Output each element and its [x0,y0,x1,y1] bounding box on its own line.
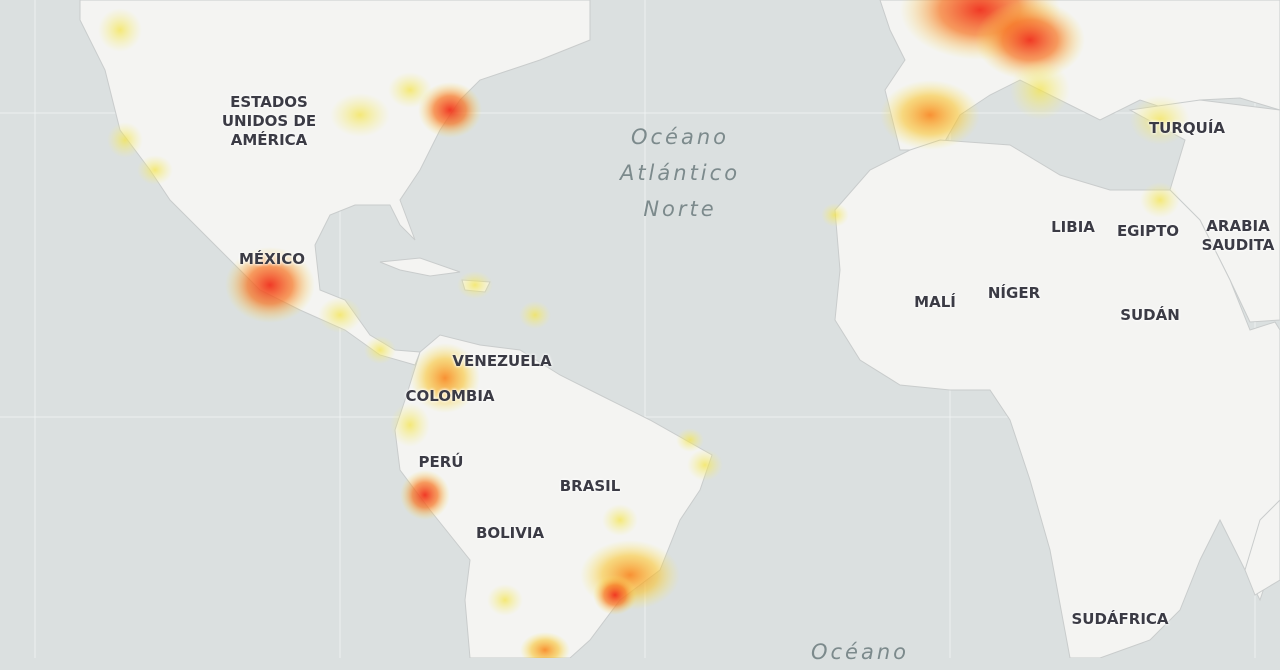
label-libia: LIBIA [1051,218,1095,236]
label-turquia: TURQUÍA [1148,119,1226,137]
heat-spot [318,297,362,333]
label-usa-line3: AMÉRICA [230,131,308,149]
ocean-line1: Océano [630,125,730,149]
heat-spot [821,203,849,227]
madagascar [1244,499,1280,596]
heat-spot [519,301,551,329]
heat-spot [975,0,1085,80]
ocean-line2: Atlántico [619,161,741,185]
heat-spot [390,403,430,447]
heat-spot [330,93,390,137]
label-mali: MALÍ [914,293,956,311]
heat-spot [98,8,142,52]
heat-spot [520,632,570,658]
heat-spot [364,336,396,364]
label-usa: ESTADOS UNIDOS DE AMÉRICA [222,93,316,150]
africa [834,139,1280,658]
heat-spot [676,428,704,452]
label-usa-line1: ESTADOS [230,93,308,111]
label-venezuela: VENEZUELA [452,352,552,370]
heat-spot [107,122,143,158]
heat-spot [880,80,980,150]
heat-spots [98,0,1190,658]
label-egipto: EGIPTO [1116,222,1180,240]
label-north-atlantic: Océano Atlántico Norte [620,119,740,227]
label-sudafrica: SUDÁFRICA [1071,610,1169,628]
heat-spot [487,584,523,616]
heat-spot [1140,182,1180,218]
label-saudi-line2: SAUDITA [1201,236,1275,254]
label-mexico: MÉXICO [238,250,306,268]
label-south-ocean: Océano [810,640,910,664]
heat-spot [687,449,723,481]
label-colombia: COLOMBIA [405,387,495,405]
label-usa-line2: UNIDOS DE [221,112,317,130]
label-sudan: SUDÁN [1120,306,1180,324]
heat-spot [137,155,173,185]
label-arabia-saudita: ARABIA SAUDITA [1202,217,1275,255]
heat-spot [418,82,482,138]
heat-spot [400,470,450,520]
heat-spot [593,575,637,615]
label-peru: PERÚ [418,453,464,471]
label-brasil: BRASIL [559,477,621,495]
heat-spot [457,271,493,299]
middle-east [1128,99,1280,323]
label-bolivia: BOLIVIA [475,524,545,542]
heat-spot [1130,95,1190,145]
ocean-line3: Norte [643,197,717,221]
heat-spot [388,72,432,108]
label-niger: NÍGER [987,284,1041,302]
heat-spot [225,247,315,323]
heat-spot [602,504,638,536]
label-saudi-line1: ARABIA [1206,217,1270,235]
heat-spot [1010,60,1070,120]
cuba [379,257,461,277]
heat-spot [410,343,480,413]
